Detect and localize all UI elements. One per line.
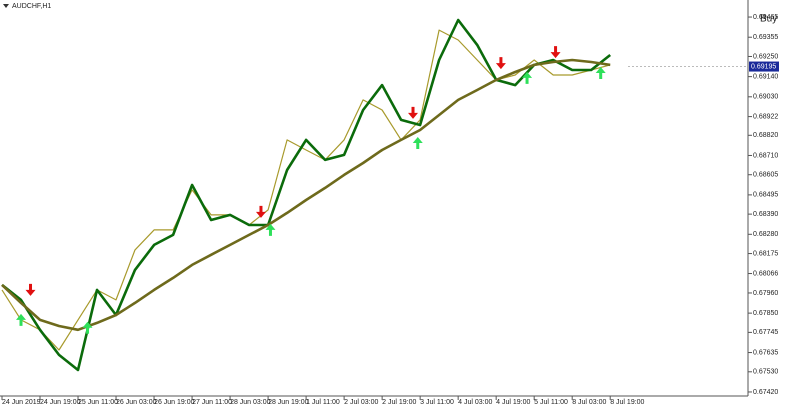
signal-arrow [82,321,93,334]
signal-arrow [495,57,506,70]
y-tick-label: 0.69355 [753,34,778,41]
y-tick-label: 0.69030 [753,94,778,101]
x-tick-label: 1 Jul 11:00 [306,399,340,406]
y-tick-label: 0.68820 [753,132,778,139]
x-tick-label: 3 Jul 11:00 [420,399,454,406]
x-tick-label: 28 Jun 03:00 [230,399,271,406]
x-tick-label: 26 Jun 19:00 [154,399,195,406]
symbol-title: AUDCHF,H1 [12,3,51,10]
current-price-box [749,61,779,72]
y-tick-label: 0.69140 [753,73,778,80]
menu-triangle[interactable] [3,4,9,8]
x-tick-label: 27 Jun 11:00 [192,399,232,406]
signal-arrow [408,106,419,119]
y-tick-label: 0.67530 [753,369,778,376]
x-tick-label: 8 Jul 19:00 [610,399,644,406]
signal-arrow [25,283,36,296]
x-tick-label: 5 Jul 11:00 [534,399,568,406]
y-tick-label: 0.69250 [753,53,778,60]
signal-text: Buy [760,14,777,25]
y-tick-label: 0.67850 [753,310,778,317]
y-tick-label: 0.67420 [753,389,778,396]
signal-arrow [522,71,533,84]
x-tick-label: 4 Jul 19:00 [496,399,530,406]
x-tick-label: 28 Jun 19:00 [268,399,309,406]
y-tick-label: 0.68495 [753,192,778,199]
x-tick-label: 2 Jul 03:00 [344,399,378,406]
series-line [1,58,611,332]
x-tick-label: 8 Jul 03:00 [572,399,606,406]
y-tick-label: 0.68922 [753,113,778,120]
y-tick-label: 0.67635 [753,349,778,356]
signal-arrow [412,137,423,149]
x-tick-label: 4 Jul 03:00 [458,399,492,406]
signal-arrow [265,223,276,236]
current-price-label: 0.69195 [751,63,776,70]
signal-arrow [16,313,27,326]
series-line [1,29,611,351]
x-tick-label: 24 Jun 2019 [2,399,41,406]
signal-arrow [595,66,606,79]
x-tick-label: 26 Jun 03:00 [116,399,157,406]
y-tick-label: 0.68710 [753,152,778,159]
y-tick-label: 0.68066 [753,270,778,277]
y-tick-label: 0.69465 [753,14,778,21]
x-tick-label: 24 Jun 19:00 [40,399,81,406]
y-tick-label: 0.68390 [753,211,778,218]
x-tick-label: 25 Jun 11:00 [78,399,118,406]
signal-arrow [550,46,561,59]
x-tick-label: 2 Jul 19:00 [382,399,416,406]
y-tick-label: 0.68280 [753,231,778,238]
y-tick-label: 0.68605 [753,172,778,179]
y-tick-label: 0.67745 [753,329,778,336]
series-line [1,18,612,372]
y-tick-label: 0.67960 [753,290,778,297]
signal-arrow [255,205,266,218]
y-tick-label: 0.68175 [753,250,778,257]
